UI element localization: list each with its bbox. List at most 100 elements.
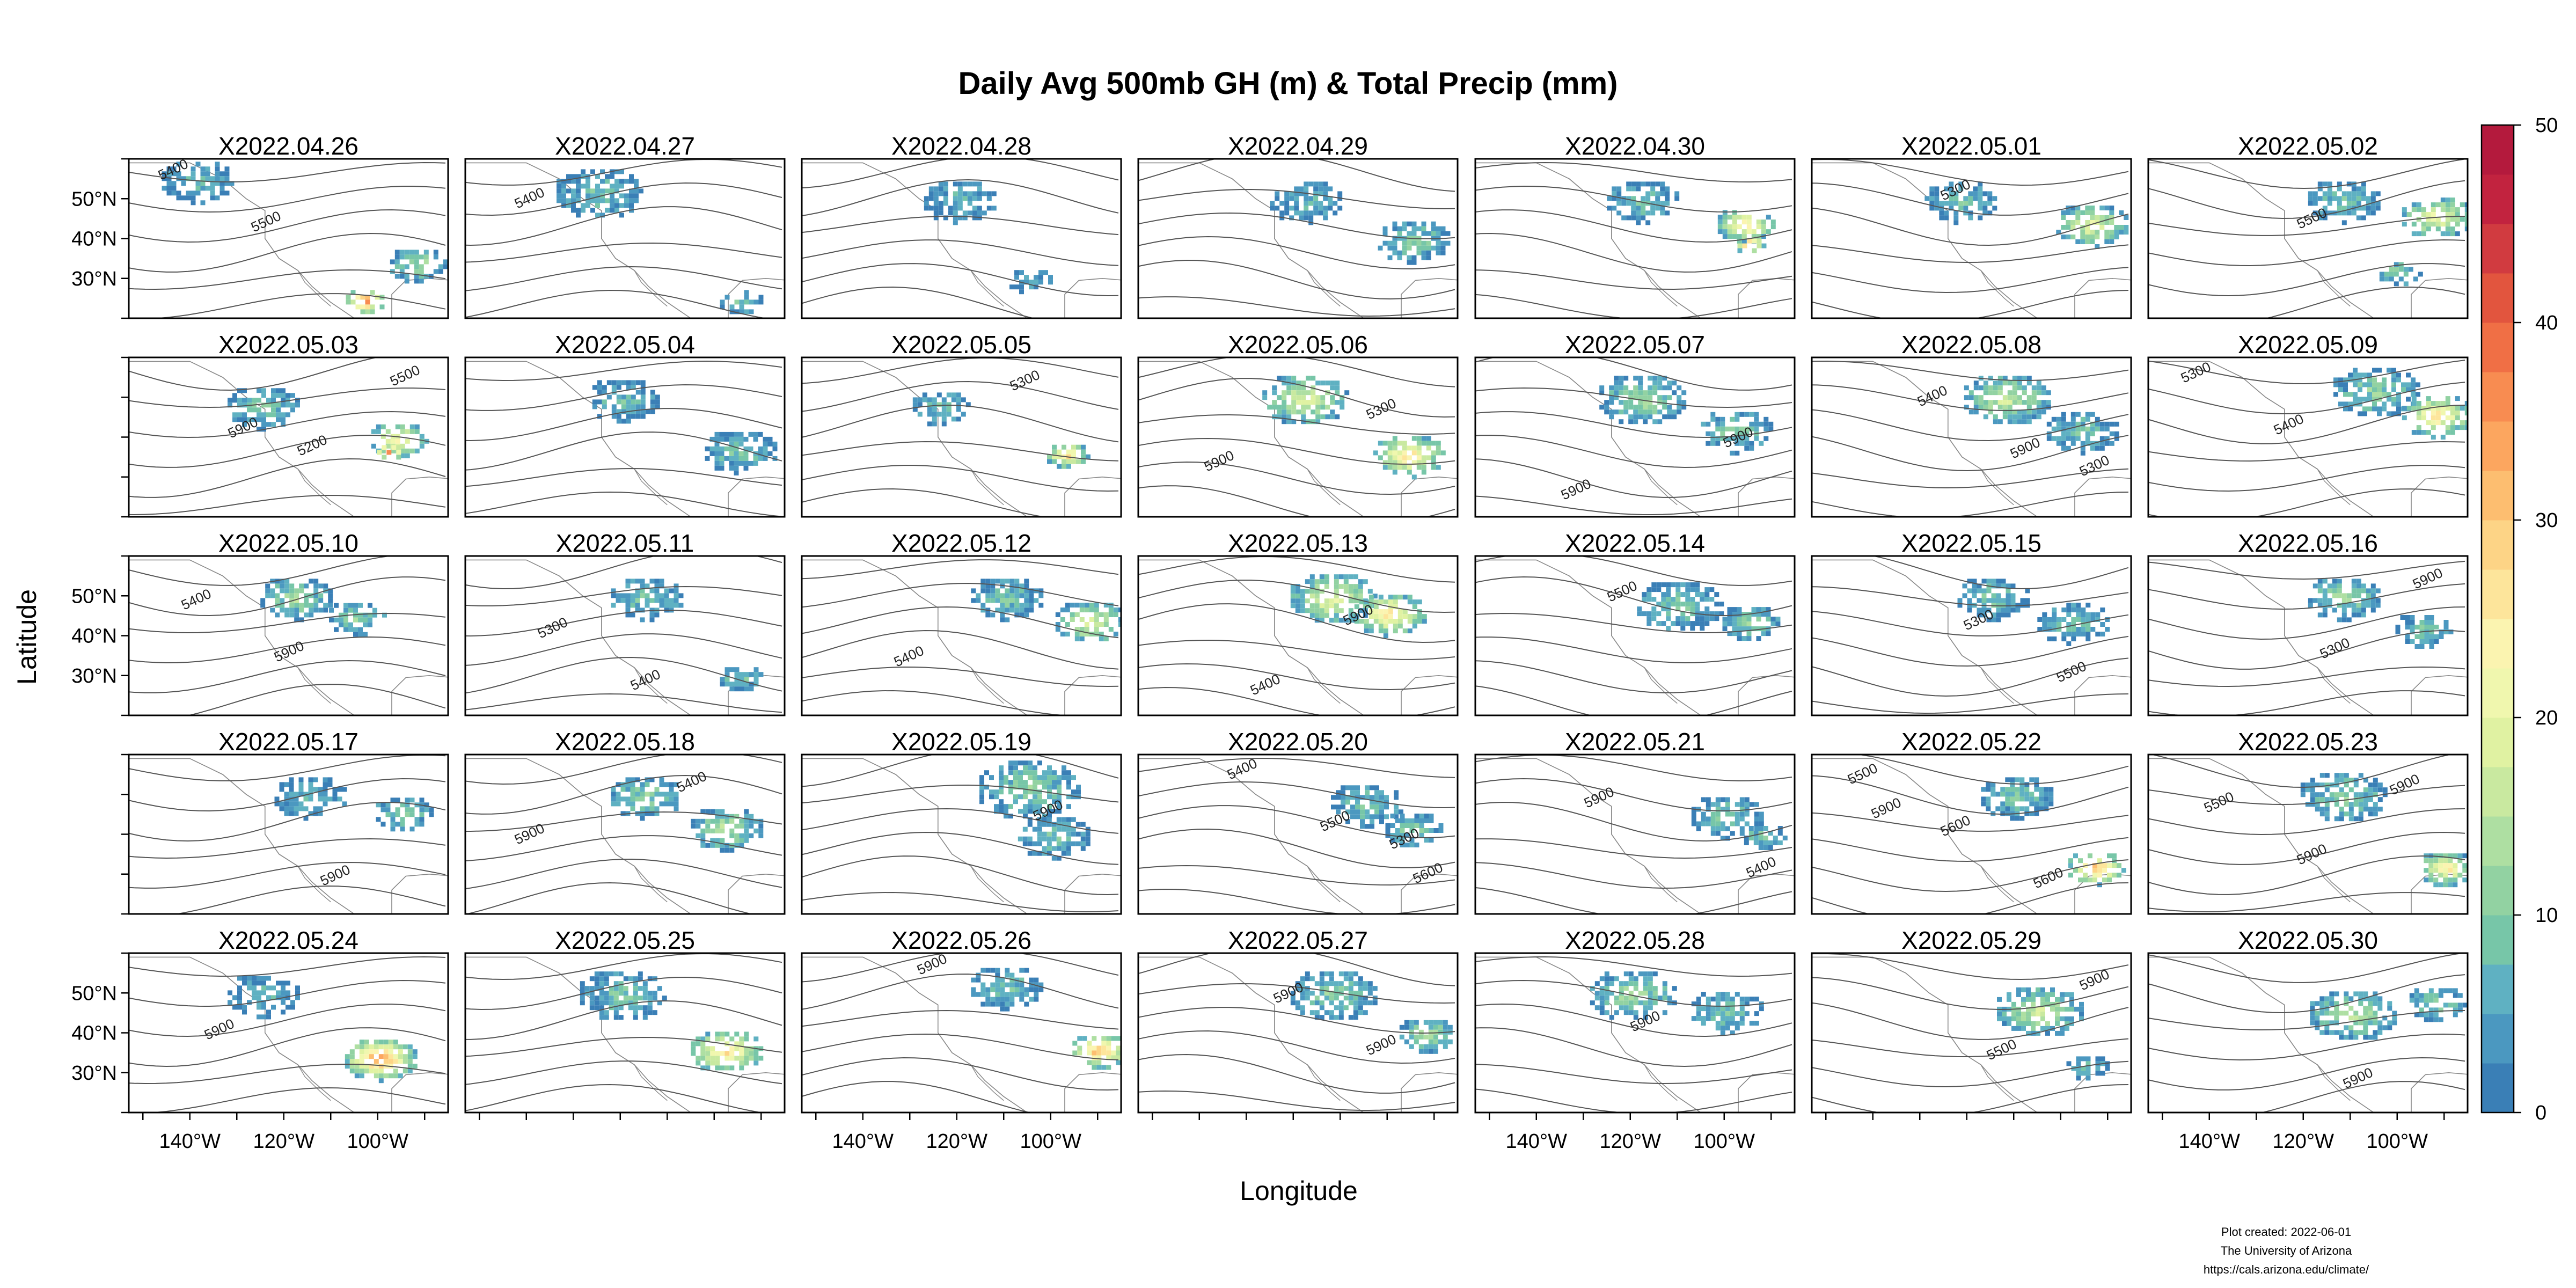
precip-cell — [2068, 863, 2073, 868]
precip-cell — [1282, 395, 1287, 400]
precip-cell — [1672, 409, 1677, 415]
precip-cell — [1286, 390, 1292, 396]
precip-cell — [2348, 778, 2354, 783]
precip-cell — [2426, 430, 2431, 435]
precip-cell — [1978, 191, 1983, 196]
precip-cell — [1364, 624, 1369, 629]
precip-cell — [1308, 201, 1314, 206]
precip-cell — [2402, 207, 2407, 213]
precip-cell — [1645, 210, 1651, 216]
precip-cell — [1353, 589, 1358, 594]
precip-cell — [1338, 1015, 1344, 1020]
precip-cell — [1648, 400, 1653, 405]
precip-cell — [979, 785, 984, 790]
precip-cell — [649, 777, 655, 782]
precip-cell — [405, 807, 410, 813]
precip-cell — [1648, 1000, 1653, 1006]
panel-date-label: X2022.05.15 — [1901, 529, 2041, 557]
baja-coastline — [634, 469, 668, 506]
precip-cell — [1759, 821, 1764, 826]
precip-cell — [2395, 630, 2401, 634]
precip-cell — [359, 1069, 364, 1074]
precip-cell — [2312, 191, 2318, 196]
precip-cell — [989, 775, 994, 780]
precip-cell — [257, 990, 261, 996]
precip-cell — [1315, 419, 1321, 425]
precip-cell — [1094, 608, 1099, 612]
precip-cell — [2327, 196, 2332, 201]
precip-cell — [337, 787, 342, 792]
precip-cell — [749, 818, 754, 824]
precip-cell — [957, 191, 963, 196]
precip-cell — [1382, 226, 1388, 231]
precip-cell — [933, 196, 939, 201]
gh-contour — [802, 755, 1119, 787]
precip-cell — [2334, 802, 2339, 807]
precip-cell — [237, 990, 242, 996]
precip-cell — [599, 1000, 604, 1006]
precip-cell — [1661, 597, 1666, 602]
precip-cell — [1305, 579, 1310, 584]
precip-cell — [2332, 608, 2337, 613]
precip-cell — [1761, 219, 1766, 225]
precip-cell — [571, 188, 576, 194]
precip-cell — [2411, 377, 2416, 383]
precip-cell — [977, 181, 982, 187]
precip-cell — [2450, 202, 2455, 208]
precip-cell — [1623, 1000, 1629, 1006]
precip-cell — [561, 193, 566, 199]
precip-cell — [2411, 392, 2416, 397]
precip-cell — [1438, 1024, 1443, 1030]
precip-cell — [758, 295, 764, 300]
precip-cell — [1619, 390, 1624, 396]
precip-cell — [266, 402, 271, 408]
precip-cell — [932, 407, 937, 412]
precip-cell — [618, 1015, 624, 1020]
precip-cell — [1431, 245, 1436, 251]
precip-cell — [2061, 431, 2066, 436]
precip-cell — [399, 269, 405, 274]
precip-cell — [359, 1044, 364, 1050]
precip-cell — [2338, 377, 2343, 383]
panel-frame — [801, 952, 1122, 1114]
precip-cell — [1330, 380, 1335, 386]
precip-cell — [652, 996, 657, 1001]
precip-cell — [332, 787, 338, 792]
gh-contour — [802, 215, 1119, 236]
precip-cell — [696, 1060, 701, 1066]
precip-cell — [2000, 787, 2006, 792]
precip-cell — [1758, 836, 1763, 840]
precip-cell — [171, 181, 177, 186]
precip-cell — [2370, 603, 2376, 608]
precip-cell — [1309, 589, 1315, 594]
precip-cell — [1666, 611, 1671, 617]
precip-cell — [936, 392, 942, 398]
precip-cell — [2022, 376, 2027, 381]
precip-cell — [276, 980, 281, 986]
precip-cell — [2036, 380, 2041, 386]
precip-cell — [1378, 614, 1384, 619]
precip-cell — [1424, 818, 1429, 823]
precip-cell — [1037, 760, 1042, 766]
precip-cell — [1368, 624, 1374, 629]
precip-cell — [1412, 614, 1417, 619]
precip-cell — [364, 1040, 369, 1045]
precip-cell — [2428, 858, 2434, 863]
precip-cell — [1101, 1050, 1107, 1056]
precip-cell — [1282, 405, 1287, 410]
precip-cell — [1763, 845, 1768, 850]
precip-cell — [1614, 976, 1619, 982]
precip-cell — [1379, 804, 1384, 810]
precip-cell — [645, 583, 650, 589]
precip-cell — [2056, 416, 2061, 422]
precip-cell — [1330, 400, 1335, 405]
precip-cell — [2470, 212, 2475, 217]
precip-cell — [630, 787, 635, 792]
precip-cell — [1323, 186, 1328, 192]
precip-cell — [1304, 210, 1309, 216]
precip-cell — [1314, 589, 1320, 594]
precip-cell — [1628, 414, 1634, 420]
precip-cell — [2061, 436, 2066, 441]
precip-cell — [1651, 582, 1657, 588]
precip-cell — [1662, 405, 1667, 410]
